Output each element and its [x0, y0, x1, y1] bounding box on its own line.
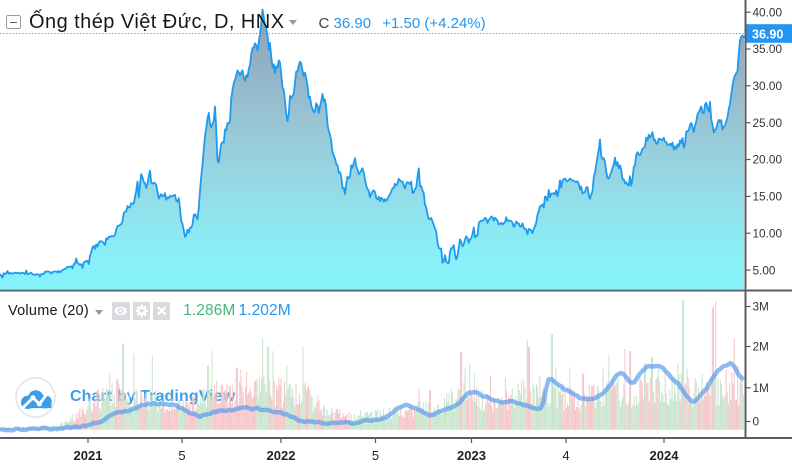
svg-text:5.00: 5.00: [753, 263, 776, 277]
svg-text:36.90: 36.90: [752, 27, 783, 41]
svg-text:0: 0: [753, 415, 760, 429]
svg-text:2M: 2M: [753, 340, 769, 354]
svg-text:2022: 2022: [267, 448, 296, 463]
svg-text:10.00: 10.00: [753, 226, 783, 240]
svg-text:2023: 2023: [457, 448, 486, 463]
svg-text:4: 4: [562, 448, 569, 463]
svg-text:5: 5: [372, 448, 379, 463]
svg-text:40.00: 40.00: [753, 5, 783, 19]
svg-text:5: 5: [178, 448, 185, 463]
svg-text:25.00: 25.00: [753, 116, 783, 130]
svg-text:3M: 3M: [753, 300, 769, 314]
svg-text:15.00: 15.00: [753, 190, 783, 204]
svg-text:35.00: 35.00: [753, 42, 783, 56]
svg-text:1M: 1M: [753, 381, 769, 395]
svg-text:20.00: 20.00: [753, 153, 783, 167]
svg-text:2024: 2024: [650, 448, 680, 463]
svg-text:2021: 2021: [74, 448, 103, 463]
svg-text:30.00: 30.00: [753, 79, 783, 93]
